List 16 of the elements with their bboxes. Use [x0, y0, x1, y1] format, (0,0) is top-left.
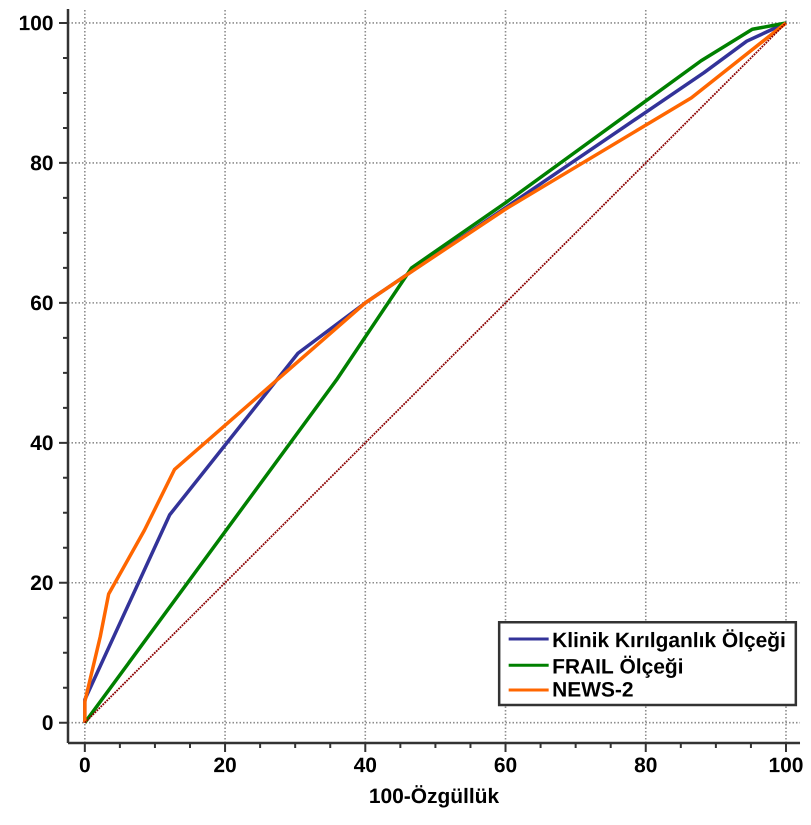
- legend-label: Klinik Kırılganlık Ölçeği: [554, 629, 784, 652]
- x-tick-label: 20: [214, 758, 236, 772]
- x-axis-title: 100-Özgüllük: [370, 785, 500, 808]
- y-tick-label: 80: [30, 156, 53, 170]
- legend-label: NEWS-2: [554, 682, 633, 697]
- x-tick-label: 100: [770, 758, 803, 772]
- x-tick-label: 60: [494, 758, 516, 772]
- y-tick-label: 100: [20, 16, 53, 30]
- y-tick-label: 20: [30, 575, 53, 590]
- x-tick-label: 40: [354, 758, 376, 772]
- legend-label: FRAIL Ölçeği: [554, 656, 682, 678]
- y-tick-label: 0: [42, 715, 53, 730]
- x-tick-label: 0: [80, 758, 90, 772]
- y-tick-label: 40: [30, 435, 53, 450]
- y-tick-label: 60: [30, 295, 53, 310]
- x-tick-label: 80: [634, 758, 657, 772]
